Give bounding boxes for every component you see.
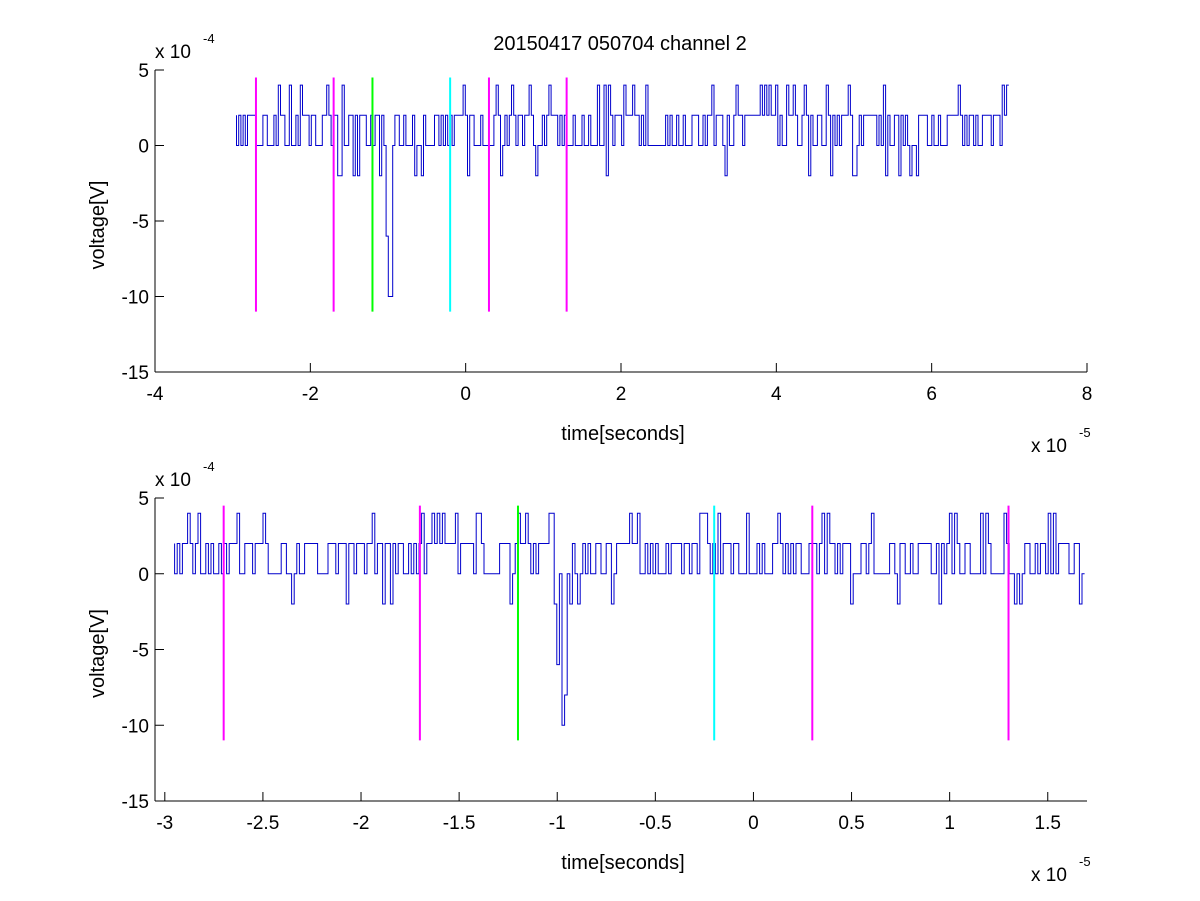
y-tick-label: -10 [122,716,149,737]
x-exponent-multiplier: x 10 [1031,436,1067,457]
y-tick-label: -5 [132,641,149,662]
y-exponent: -4 [203,459,215,474]
y-tick-label: 0 [138,137,149,158]
x-axis-label: time[seconds] [561,852,684,874]
y-tick-label: -5 [132,212,149,233]
y-tick-label: -15 [122,792,149,813]
y-exponent-multiplier: x 10 [155,42,191,63]
x-tick-label: -3 [156,813,173,834]
x-exponent-multiplier: x 10 [1031,865,1067,886]
x-tick-label: 8 [1082,384,1093,405]
y-tick-label: 5 [138,489,149,510]
x-tick-label: -4 [147,384,164,405]
signal-trace [174,512,1085,726]
y-axis-label: voltage[V] [87,609,109,698]
y-exponent: -4 [203,31,215,46]
x-tick-label: -2.5 [247,813,280,834]
x-tick-label: -2 [302,384,319,405]
x-tick-label: 4 [771,384,782,405]
x-tick-label: -1 [549,813,566,834]
chart-2: -3 -2.5 -2 -1.5 -1 -0.5 0 0.5 1 1.5 5 0 -5 -10 -15 time… [87,459,1091,886]
x-tick-label: 6 [926,384,937,405]
x-tick-label: 0 [748,813,759,834]
y-tick-label: 5 [138,61,149,82]
x-tick-label: 1 [944,813,955,834]
x-tick-label: -0.5 [639,813,672,834]
chart-1: -4 -2 0 2 4 6 8 5 0 -5 -10 -15 time[seconds] voltage[… [87,31,1092,457]
signal-trace [236,84,1009,297]
x-tick-label: 0 [460,384,471,405]
y-tick-label: 0 [138,565,149,586]
figure-title: 20150417 050704 channel 2 [493,33,747,55]
x-tick-label: 2 [616,384,627,405]
x-exponent: -5 [1079,425,1091,440]
y-tick-label: -10 [122,288,149,309]
x-tick-label: -2 [353,813,370,834]
x-tick-label: 1.5 [1035,813,1061,834]
x-tick-label: 0.5 [838,813,864,834]
x-tick-label: -1.5 [443,813,476,834]
y-exponent-multiplier: x 10 [155,470,191,491]
y-tick-label: -15 [122,363,149,384]
x-exponent: -5 [1079,854,1091,869]
x-axis-label: time[seconds] [561,423,684,445]
y-axis-label: voltage[V] [87,181,109,270]
